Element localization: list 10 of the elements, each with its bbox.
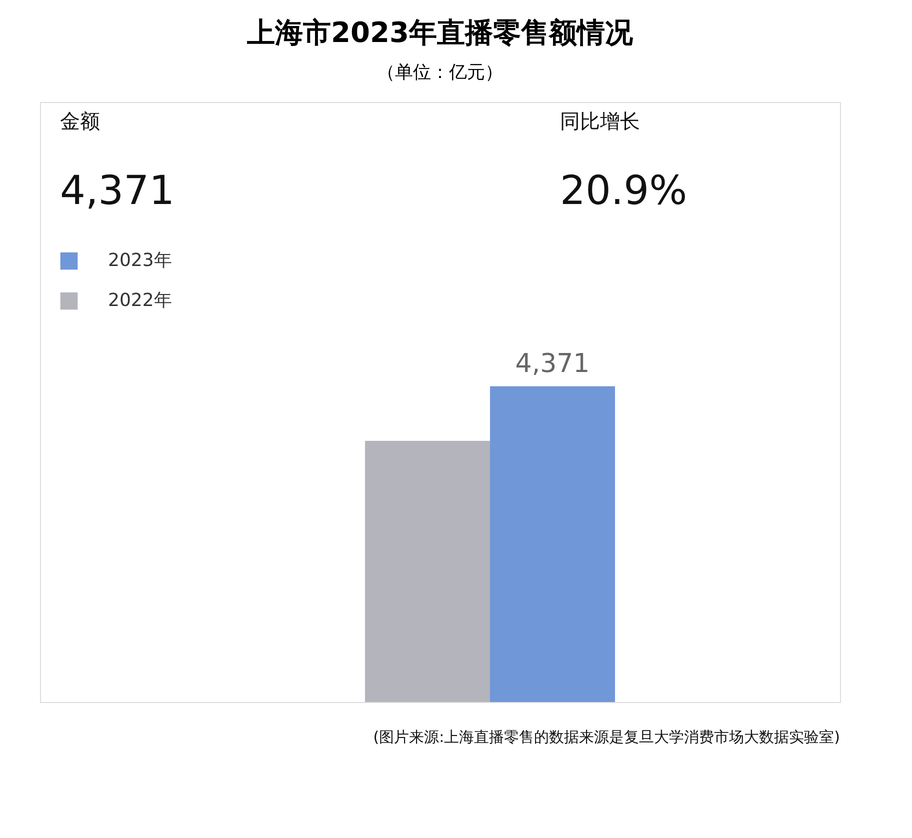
data-label: 4,371 — [515, 349, 590, 380]
text: (图片来源:上海直播零售的数据来源是复旦大学消费市场大数据实验室) — [373, 728, 840, 746]
legend-label: 2022年 — [108, 290, 172, 311]
text: 20.9% — [560, 168, 688, 214]
text: 金额 — [60, 109, 100, 133]
chart-subtitle: （单位：亿元） — [377, 62, 503, 83]
text: 同比增长 — [560, 109, 640, 133]
legend-label: 2023年 — [108, 250, 172, 271]
chart-title: 上海市2023年直播零售额情况 — [246, 16, 634, 49]
text: 4,371 — [60, 168, 175, 214]
